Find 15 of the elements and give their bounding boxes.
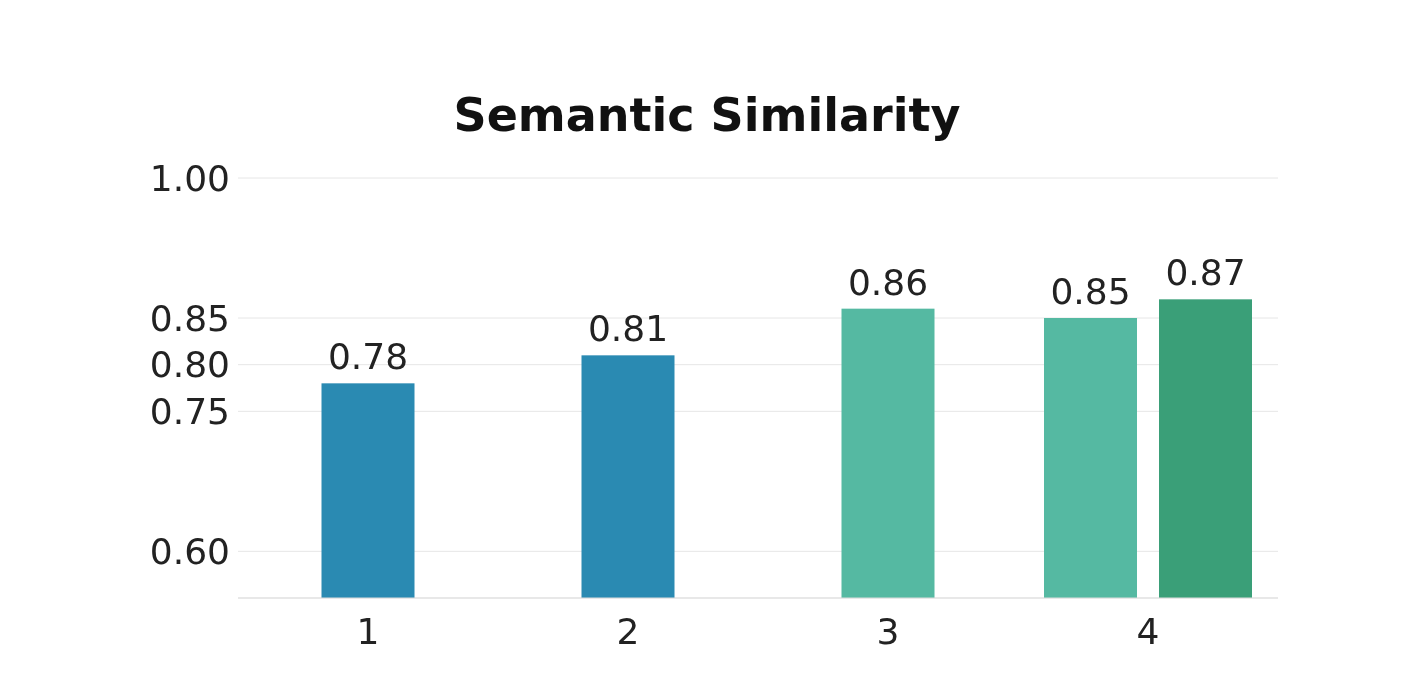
x-tick-label: 2 bbox=[616, 610, 640, 652]
data-label: 0.81 bbox=[587, 308, 669, 350]
x-tick-label: 1 bbox=[356, 610, 380, 652]
chart-title: Semantic Similarity bbox=[452, 88, 962, 142]
x-tick-label: 4 bbox=[1136, 610, 1160, 652]
y-tick-label: 1.00 bbox=[149, 157, 230, 199]
data-label: 0.87 bbox=[1165, 252, 1246, 294]
data-label: 0.85 bbox=[1050, 271, 1131, 312]
y-tick-label: 0.60 bbox=[149, 531, 230, 573]
data-label: 0.86 bbox=[847, 261, 929, 303]
y-tick-label: 0.80 bbox=[149, 344, 230, 386]
data-label: 0.78 bbox=[327, 336, 409, 378]
y-tick-label: 0.75 bbox=[149, 391, 230, 433]
y-tick-label: 0.85 bbox=[149, 297, 230, 339]
x-tick-label: 3 bbox=[876, 610, 900, 652]
